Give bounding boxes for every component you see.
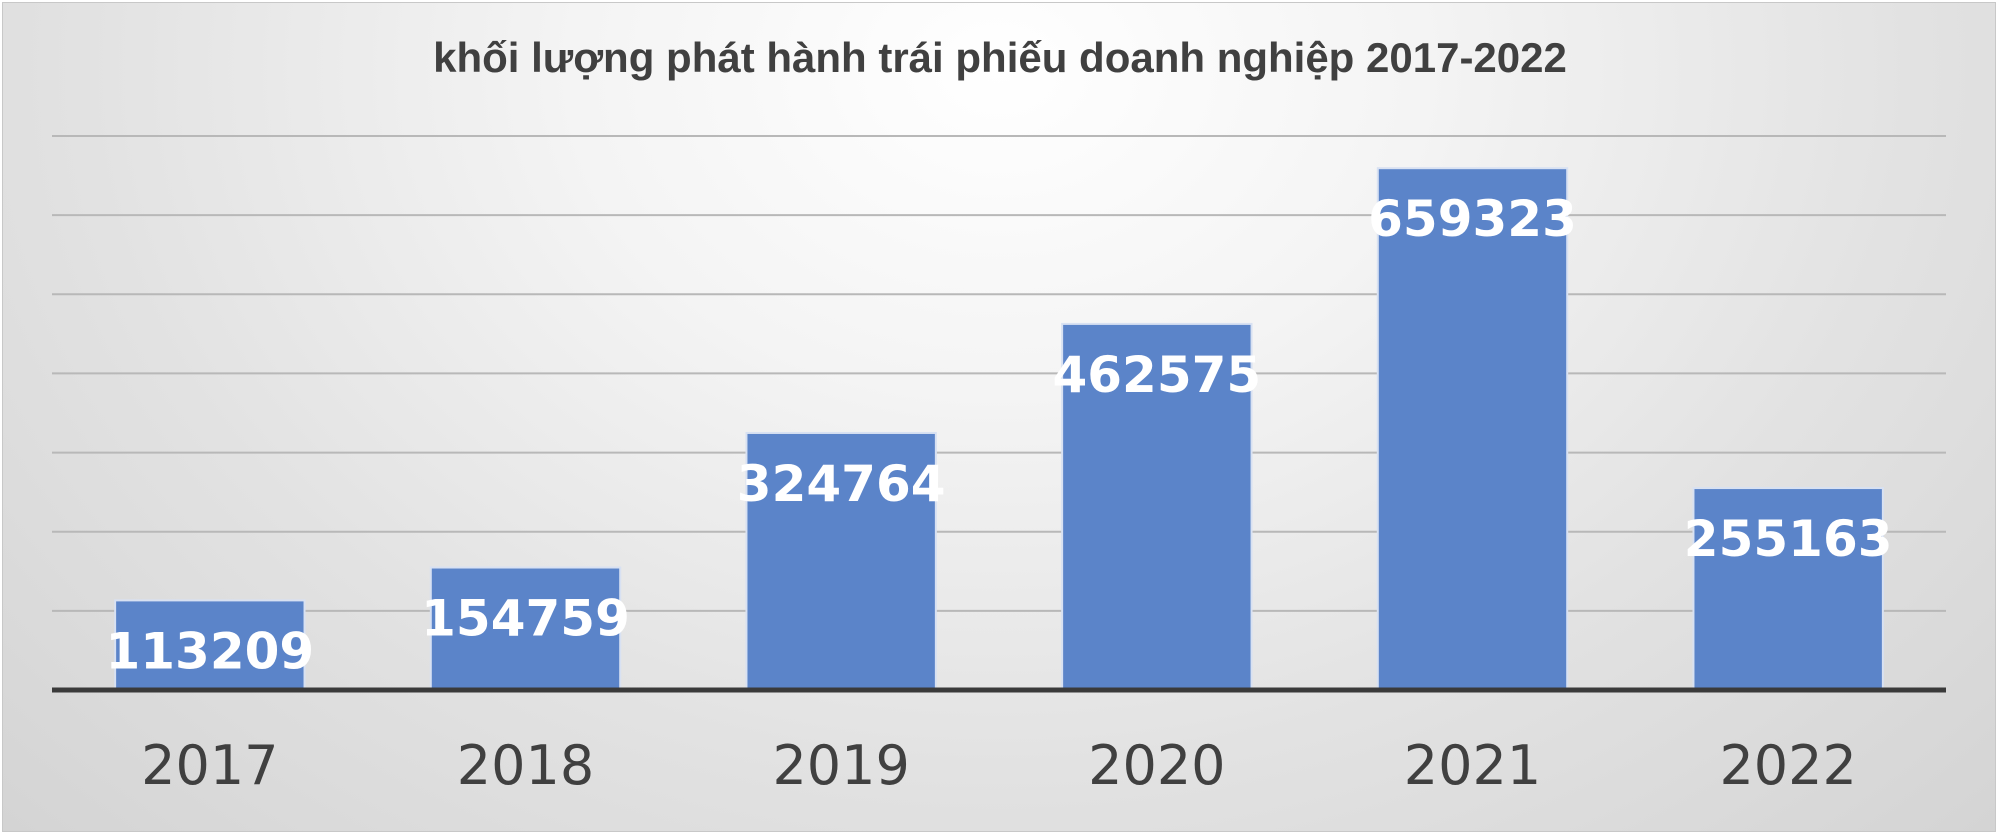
- chart-title: khối lượng phát hành trái phiếu doanh ng…: [433, 34, 1567, 81]
- data-label-2020: 462575: [1052, 346, 1261, 404]
- bar-2022: [1692, 487, 1884, 691]
- data-label-2021: 659323: [1368, 190, 1577, 248]
- bar-2019: [745, 431, 937, 691]
- x-tick-label-2021: 2021: [1404, 734, 1541, 797]
- x-tick-label-2017: 2017: [141, 734, 278, 797]
- x-tick-label-2019: 2019: [772, 734, 909, 797]
- bar-2020: [1061, 322, 1253, 691]
- data-label-2018: 154759: [421, 590, 630, 648]
- data-label-2019: 324764: [737, 455, 946, 513]
- data-label-2017: 113209: [105, 622, 314, 680]
- bar-2021: [1376, 167, 1569, 692]
- data-label-2022: 255163: [1684, 510, 1893, 568]
- x-tick-label-2022: 2022: [1719, 734, 1856, 797]
- x-tick-label-2018: 2018: [457, 734, 594, 797]
- bar-2017: [114, 599, 306, 691]
- x-tick-label-2020: 2020: [1088, 734, 1225, 797]
